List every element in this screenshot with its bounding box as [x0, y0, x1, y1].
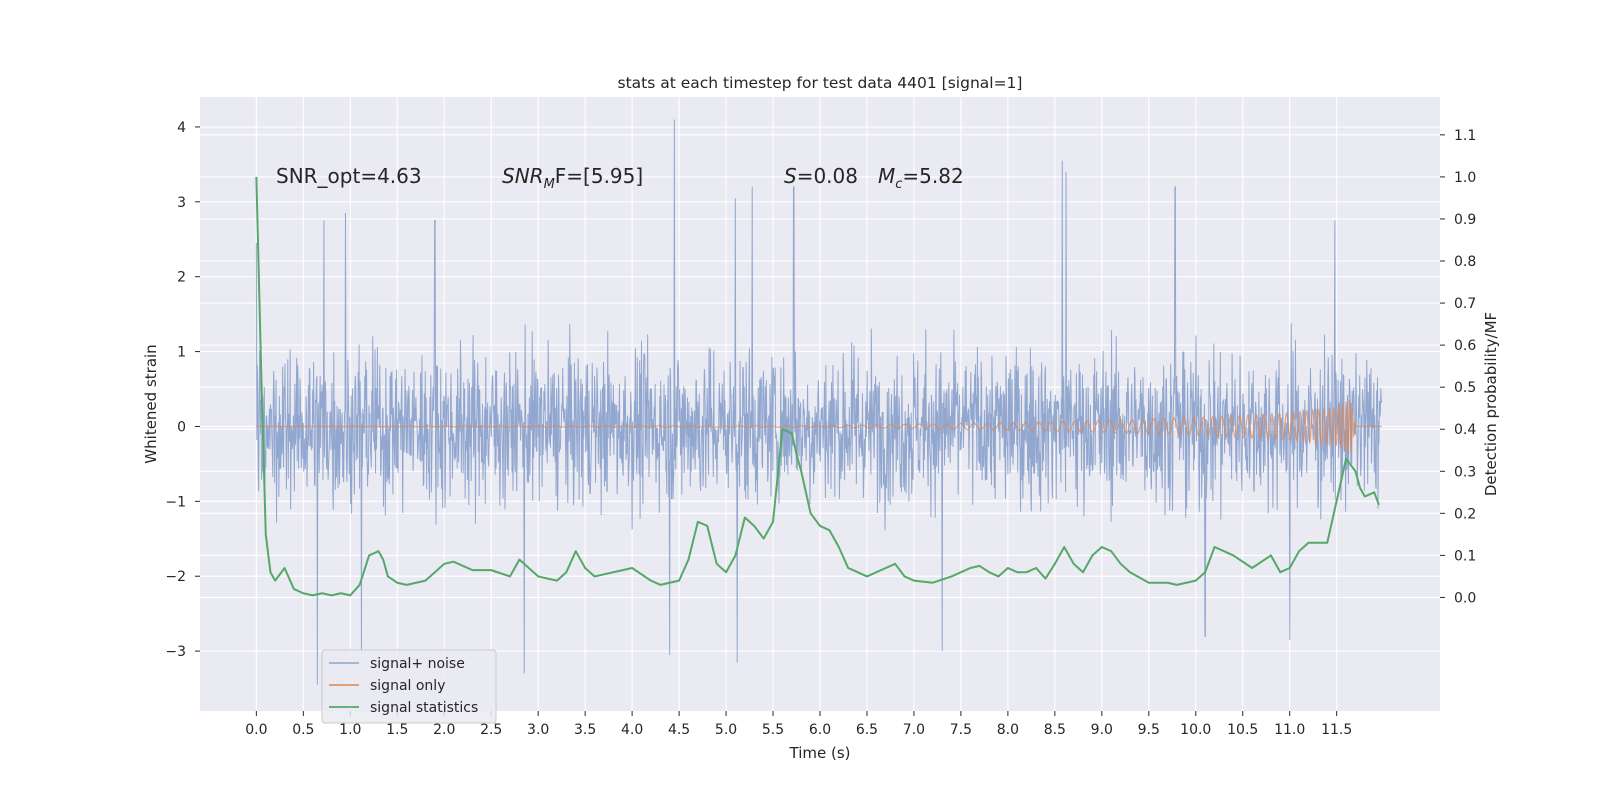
annotation-snr-mf-rest: F=[5.95]: [555, 164, 643, 188]
x-tick-label: 7.0: [903, 722, 925, 738]
x-tick-label: 9.0: [1091, 722, 1113, 738]
annotation-s-value: =0.08: [797, 164, 858, 188]
signal-statistics-line: [255, 176, 1380, 597]
annotation-snr-mf-sub: M: [544, 177, 555, 192]
y2-tick-label: 0.2: [1454, 506, 1476, 522]
y2-tick-label: 1.0: [1454, 170, 1476, 186]
x-tick-label: 11.5: [1321, 722, 1352, 738]
y-tick-label: 1: [177, 345, 186, 361]
y2-tick-label: 0.6: [1454, 338, 1476, 354]
x-tick-label: 2.5: [480, 722, 502, 738]
legend-box: [321, 649, 497, 724]
x-tick-label: 4.5: [668, 722, 690, 738]
x-tick-label: 6.5: [856, 722, 878, 738]
x-tick-label: 0.5: [292, 722, 314, 738]
x-tick-label: 10.5: [1227, 722, 1258, 738]
y-tick-label: −3: [165, 644, 186, 660]
x-tick-label: 6.0: [809, 722, 831, 738]
x-tick-label: 1.0: [339, 722, 361, 738]
legend-label-noise: signal+ noise: [370, 656, 465, 672]
x-tick-label: 11.0: [1274, 722, 1305, 738]
x-tick-label: 1.5: [386, 722, 408, 738]
annotation-snr-opt: SNR_opt=4.63: [276, 164, 422, 188]
y2-tick-label: 0.4: [1454, 422, 1476, 438]
annotation-mc-value: =5.82: [902, 164, 963, 188]
annotation-mc-main: M: [878, 164, 895, 188]
x-tick-label: 5.0: [715, 722, 737, 738]
annotation-snr-mf-main: SNR: [502, 164, 544, 188]
y2-tick-label: 0.7: [1454, 296, 1476, 312]
y-tick-label: 0: [177, 419, 186, 435]
y-tick-label: 2: [177, 270, 186, 286]
legend: signal+ noise signal only signal statist…: [321, 649, 497, 724]
signal-noise-line: [255, 119, 1383, 685]
annotation-mc-sub: c: [895, 177, 902, 192]
annotation-mc: Mc=5.82: [878, 164, 964, 192]
chart-title: stats at each timestep for test data 440…: [618, 74, 1023, 92]
x-tick-label: 8.0: [997, 722, 1019, 738]
y2-axis-label: Detection probability/MF: [1482, 312, 1500, 496]
y-axis-ticks: 4 3 2 1 0 −1 −2 −3: [165, 120, 200, 660]
x-tick-label: 2.0: [433, 722, 455, 738]
x-tick-label: 5.5: [762, 722, 784, 738]
y-tick-label: −2: [165, 569, 186, 585]
x-tick-label: 10.0: [1180, 722, 1211, 738]
signal-only-line: [256, 399, 1382, 454]
series-signal-only: [256, 399, 1382, 454]
legend-label-stats: signal statistics: [370, 700, 478, 716]
y-tick-label: −1: [165, 494, 186, 510]
x-tick-label: 9.5: [1138, 722, 1160, 738]
series-signal-noise: [255, 119, 1383, 685]
y2-tick-label: 0.5: [1454, 380, 1476, 396]
y-axis-label: Whitened strain: [142, 344, 160, 463]
x-axis-label: Time (s): [789, 744, 851, 762]
y-tick-label: 3: [177, 195, 186, 211]
annotation-snr-mf: SNRMF=[5.95]: [502, 164, 643, 192]
x-tick-label: 7.5: [950, 722, 972, 738]
x-tick-label: 8.5: [1044, 722, 1066, 738]
y2-tick-label: 1.1: [1454, 128, 1476, 144]
y2-tick-label: 0.8: [1454, 254, 1476, 270]
legend-label-signal: signal only: [370, 678, 445, 694]
x-tick-label: 3.0: [527, 722, 549, 738]
x-tick-label: 4.0: [621, 722, 643, 738]
y2-tick-label: 0.3: [1454, 464, 1476, 480]
y-tick-label: 4: [177, 120, 186, 136]
annotation-s: S=0.08: [784, 164, 858, 188]
y2-tick-label: 0.9: [1454, 212, 1476, 228]
annotation-s-label: S: [784, 164, 797, 188]
y2-tick-label: 0.0: [1454, 590, 1476, 606]
x-tick-label: 3.5: [574, 722, 596, 738]
y2-axis-ticks: 1.1 1.0 0.9 0.8 0.7 0.6 0.5 0.4 0.3 0.2 0.1 0.0: [1440, 128, 1476, 606]
series-signal-statistics: [255, 176, 1380, 597]
x-tick-label: 0.0: [245, 722, 267, 738]
y2-tick-label: 0.1: [1454, 548, 1476, 564]
x-axis-ticks: 0.0 0.5 1.0 1.5 2.0 2.5 3.0 3.5 4.0 4.5 5.0 5.5 6.0 6…: [245, 711, 1352, 738]
